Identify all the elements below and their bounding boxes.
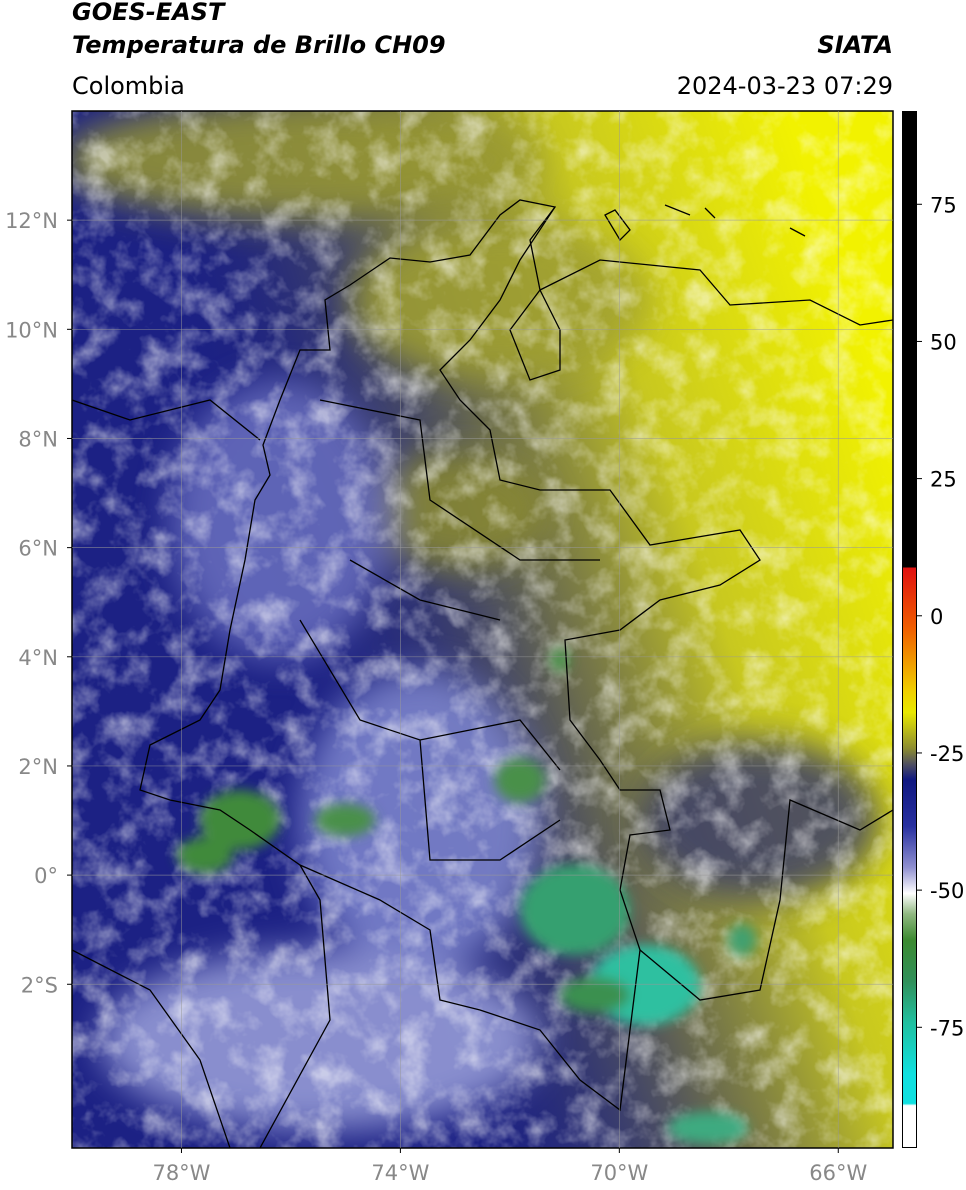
timestamp: 2024-03-23 07:29 (676, 72, 893, 100)
title-line2: Temperatura de Brillo CH09 (72, 31, 446, 59)
colorbar-tick-label: 0 (930, 605, 943, 629)
borders (72, 199, 893, 1148)
y-tick-label: 10°N (5, 318, 58, 342)
y-tick-label: 2°N (18, 755, 58, 779)
colorbar-tick-label: -50 (930, 879, 964, 903)
y-tick-label: 12°N (5, 209, 58, 233)
map-frame (71, 110, 894, 1149)
x-tick-label: 74°W (371, 1161, 429, 1185)
colorbar-tick-label: 75 (930, 193, 957, 217)
x-tick-label: 70°W (590, 1161, 648, 1185)
y-tick-label: 4°N (18, 646, 58, 670)
x-tick-label: 66°W (809, 1161, 867, 1185)
colorbar (902, 111, 917, 1148)
colorbar-tick-label: 50 (930, 330, 957, 354)
colorbar-tick-label: -75 (930, 1016, 964, 1040)
title-line1: GOES-EAST (72, 0, 225, 26)
y-tick-label: 2°S (21, 973, 58, 997)
colorbar-tick-label: -25 (930, 742, 964, 766)
colorbar-tick-label: 25 (930, 468, 957, 492)
y-tick-label: 0° (34, 864, 58, 888)
y-tick-label: 8°N (18, 427, 58, 451)
y-tick-label: 6°N (18, 537, 58, 561)
satellite-image (72, 111, 893, 1148)
agency: SIATA (817, 31, 893, 59)
x-tick-label: 78°W (152, 1161, 210, 1185)
region: Colombia (72, 72, 185, 100)
